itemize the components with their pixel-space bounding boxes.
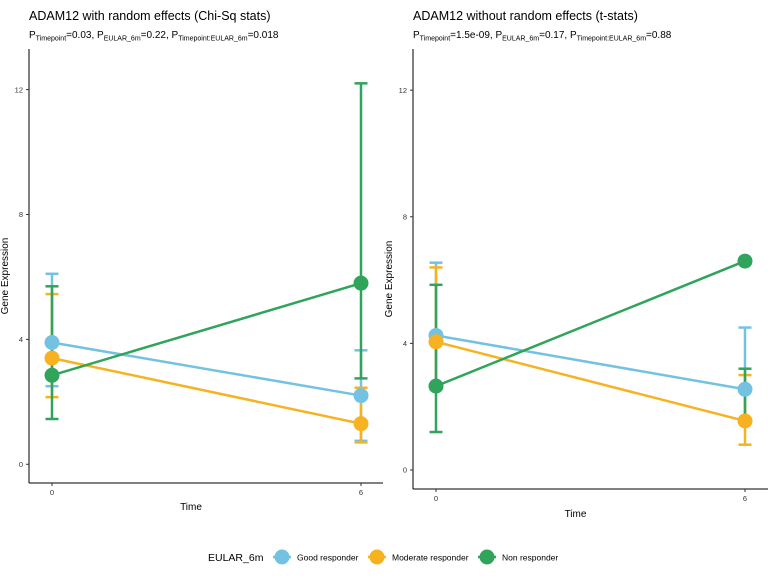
y-tick-label: 12 xyxy=(15,85,23,94)
subtitle-subscript: Timepoint:EULAR_6m xyxy=(178,36,248,43)
subtitle-value: =0.03, xyxy=(66,30,97,41)
subtitle-p: P xyxy=(495,30,502,41)
chart-title: ADAM12 with random effects (Chi-Sq stats… xyxy=(29,9,271,23)
series-line xyxy=(51,281,362,377)
subtitle-p: P xyxy=(29,30,36,41)
subtitle-subscript: EULAR_6m xyxy=(502,36,539,43)
series-line xyxy=(51,341,362,397)
x-axis-label: Time xyxy=(565,509,587,520)
series-line xyxy=(51,356,362,425)
x-axis-label: Time xyxy=(180,502,202,513)
data-point xyxy=(44,334,60,350)
subtitle-p: P xyxy=(413,30,420,41)
data-point xyxy=(737,413,753,429)
chart-title: ADAM12 without random effects (t-stats) xyxy=(413,9,638,23)
error-bar xyxy=(354,82,368,380)
data-point xyxy=(737,381,753,397)
y-tick-label: 8 xyxy=(19,210,23,219)
subtitle-p: P xyxy=(172,30,179,41)
y-tick-label: 0 xyxy=(19,460,23,469)
legend-key-point xyxy=(274,549,290,565)
legend-key xyxy=(273,549,291,565)
x-tick-label: 6 xyxy=(359,488,363,497)
y-tick-label: 8 xyxy=(403,212,407,221)
data-point xyxy=(428,378,444,394)
y-tick-label: 4 xyxy=(403,339,407,348)
subtitle-value: =0.018 xyxy=(248,30,279,41)
data-point xyxy=(44,367,60,383)
x-tick-label: 0 xyxy=(50,488,54,497)
legend-label: Non responder xyxy=(502,553,558,563)
legend-key-point xyxy=(479,549,495,565)
subtitle-subscript: Timepoint xyxy=(36,36,67,43)
subtitle-subscript: EULAR_6m xyxy=(104,36,141,43)
legend-key xyxy=(478,549,496,565)
x-tick-label: 6 xyxy=(743,494,747,503)
series-line xyxy=(435,334,746,391)
data-point xyxy=(353,275,369,291)
subtitle-subscript: Timepoint xyxy=(420,36,451,43)
panel-without-random-effects: ADAM12 without random effects (t-stats) P… xyxy=(384,9,768,520)
data-point xyxy=(428,334,444,350)
legend-title: EULAR_6m xyxy=(208,552,264,564)
chart-subtitle: PTimepoint=0.03, PEULAR_6m=0.22, PTimepo… xyxy=(29,30,279,43)
subtitle-value: =0.88 xyxy=(646,30,672,41)
subtitle-value: =0.17, xyxy=(539,30,570,41)
y-axis-label: Gene Expression xyxy=(384,241,395,318)
y-axis-label: Gene Expression xyxy=(0,238,11,315)
x-tick-label: 0 xyxy=(434,494,438,503)
legend: EULAR_6m Good responder Moderate responder… xyxy=(208,549,558,565)
data-point xyxy=(737,253,753,269)
data-point xyxy=(353,388,369,404)
legend-key-point xyxy=(369,549,385,565)
data-point xyxy=(44,350,60,366)
series-line xyxy=(435,259,746,388)
subtitle-p: P xyxy=(570,30,577,41)
data-point xyxy=(353,416,369,432)
legend-label: Good responder xyxy=(297,553,359,563)
subtitle-p: P xyxy=(97,30,104,41)
subtitle-subscript: Timepoint:EULAR_6m xyxy=(577,36,647,43)
subtitle-value: =0.22, xyxy=(141,30,172,41)
subtitle-value: =1.5e-09, xyxy=(450,30,495,41)
series-line xyxy=(435,340,746,423)
legend-label: Moderate responder xyxy=(392,553,469,563)
y-tick-label: 12 xyxy=(399,86,407,95)
panel-with-random-effects: ADAM12 with random effects (Chi-Sq stats… xyxy=(0,9,383,513)
chart-subtitle: PTimepoint=1.5e-09, PEULAR_6m=0.17, PTim… xyxy=(413,30,672,43)
y-tick-label: 0 xyxy=(403,466,407,475)
y-tick-label: 4 xyxy=(19,335,23,344)
error-bar xyxy=(429,283,443,434)
legend-key xyxy=(368,549,386,565)
